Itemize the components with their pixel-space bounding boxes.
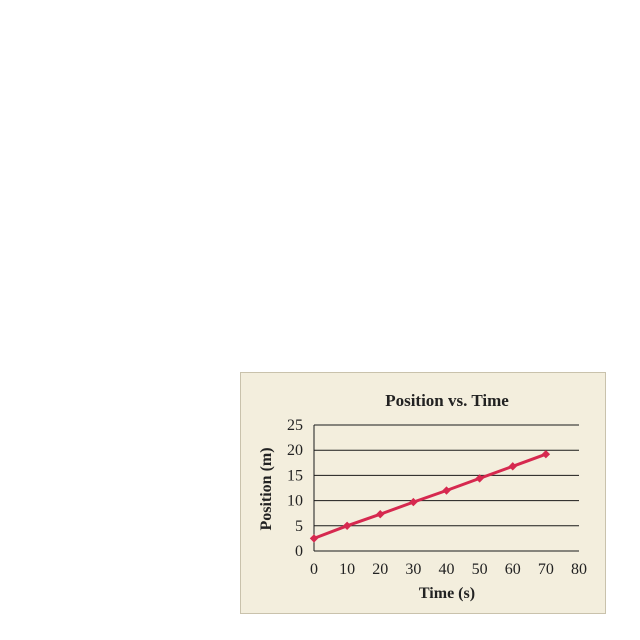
data-point [442, 486, 451, 495]
y-tick-label: 15 [287, 467, 303, 484]
data-point [309, 534, 319, 543]
y-tick-label: 5 [295, 518, 303, 535]
y-tick-label: 0 [295, 543, 303, 560]
data-point [409, 497, 418, 507]
data-point [376, 510, 385, 519]
data-point [541, 450, 551, 459]
y-tick-label: 20 [287, 442, 303, 459]
x-tick-label: 30 [405, 561, 421, 578]
series-layer [309, 450, 551, 543]
data-point [508, 462, 517, 471]
y-tick-label: 10 [287, 493, 303, 510]
series-line-0 [313, 452, 547, 540]
grid-lines [313, 424, 579, 552]
x-tick-label: 0 [310, 561, 318, 578]
position-time-chart: Position vs. Time 0 5 10 15 20 25 0 10 20 30 40 50… [258, 391, 587, 602]
x-tick-label: 20 [372, 561, 388, 578]
y-axis-label: Position (m) [258, 447, 275, 530]
x-tick-label: 40 [439, 561, 455, 578]
data-point [342, 521, 352, 530]
x-tick-label: 10 [339, 561, 355, 578]
x-tick-label: 70 [538, 561, 554, 578]
x-tick-label: 60 [505, 561, 521, 578]
y-tick-label: 25 [287, 417, 303, 434]
x-axis-label: Time (s) [419, 585, 475, 602]
chart-title: Position vs. Time [385, 391, 509, 410]
x-tick-label: 80 [571, 561, 587, 578]
x-tick-label: 50 [472, 561, 488, 578]
y-tick-labels: 0 5 10 15 20 25 [287, 417, 303, 560]
data-point [475, 474, 484, 483]
chart-panel: Position vs. Time 0 5 10 15 20 25 0 10 20 30 40 50… [240, 372, 606, 614]
x-tick-labels: 0 10 20 30 40 50 60 70 80 [310, 561, 587, 578]
